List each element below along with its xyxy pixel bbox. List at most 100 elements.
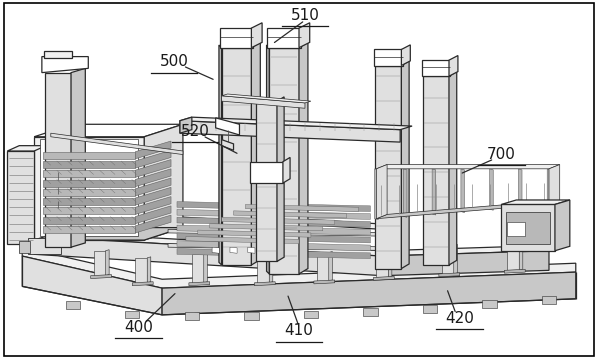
Polygon shape [432,169,436,215]
Polygon shape [132,282,153,286]
Polygon shape [257,254,269,283]
Polygon shape [135,141,171,159]
Polygon shape [404,169,407,218]
Polygon shape [376,249,388,278]
Polygon shape [507,242,519,270]
Polygon shape [71,68,86,247]
Polygon shape [43,207,135,214]
Polygon shape [135,150,171,168]
Polygon shape [519,241,523,270]
Polygon shape [269,48,299,274]
Polygon shape [185,312,199,320]
Polygon shape [454,244,457,274]
Polygon shape [177,217,370,227]
Text: 410: 410 [285,323,313,339]
Polygon shape [43,180,135,187]
Polygon shape [251,42,260,265]
Polygon shape [277,97,284,261]
Polygon shape [135,258,147,283]
Polygon shape [34,202,382,229]
Polygon shape [177,241,370,251]
Polygon shape [168,229,376,236]
Polygon shape [283,157,290,183]
Polygon shape [507,222,525,237]
Text: 400: 400 [124,320,152,335]
Polygon shape [216,118,239,135]
Polygon shape [19,241,30,252]
Polygon shape [504,269,525,273]
Polygon shape [314,280,335,284]
Polygon shape [177,225,370,235]
Polygon shape [299,23,310,48]
Polygon shape [43,216,135,224]
Polygon shape [135,197,171,214]
Polygon shape [7,146,46,151]
Polygon shape [22,256,162,315]
Polygon shape [382,246,549,256]
Polygon shape [210,224,323,231]
Polygon shape [43,226,135,233]
Polygon shape [267,45,269,274]
Polygon shape [423,305,437,313]
Polygon shape [401,61,409,269]
Polygon shape [230,247,237,253]
Polygon shape [198,230,311,237]
Polygon shape [501,200,570,204]
Polygon shape [376,164,387,219]
Polygon shape [439,273,460,277]
Polygon shape [501,204,555,251]
Polygon shape [180,117,192,133]
Polygon shape [22,247,576,288]
Polygon shape [422,60,450,76]
Polygon shape [42,57,89,73]
Polygon shape [40,139,138,237]
Polygon shape [363,308,377,316]
Polygon shape [186,237,299,244]
Polygon shape [549,164,560,204]
Polygon shape [255,101,277,261]
Polygon shape [222,96,305,108]
Polygon shape [45,73,71,247]
Polygon shape [245,204,359,211]
Polygon shape [329,251,332,281]
Polygon shape [135,206,171,224]
Polygon shape [177,202,370,211]
Text: 500: 500 [160,55,188,69]
Polygon shape [91,275,111,279]
Polygon shape [506,211,550,244]
Polygon shape [222,217,335,224]
Polygon shape [135,178,171,196]
Polygon shape [177,248,370,258]
Polygon shape [483,300,496,308]
Polygon shape [144,124,183,240]
Polygon shape [44,51,72,59]
Polygon shape [7,151,34,244]
Polygon shape [177,209,370,219]
Polygon shape [254,282,275,286]
Polygon shape [168,244,376,250]
Polygon shape [135,215,171,233]
Polygon shape [374,50,402,65]
Polygon shape [251,23,262,48]
Polygon shape [212,247,219,253]
Polygon shape [125,311,139,318]
Polygon shape [219,45,222,265]
Polygon shape [94,251,106,276]
Polygon shape [43,189,135,196]
Polygon shape [374,169,378,220]
Polygon shape [162,272,576,315]
Polygon shape [28,238,61,254]
Polygon shape [317,252,329,281]
Polygon shape [304,311,318,318]
Polygon shape [34,137,144,240]
Polygon shape [269,253,273,283]
Polygon shape [204,253,208,283]
Polygon shape [180,117,412,130]
Polygon shape [43,161,135,168]
Text: 700: 700 [487,147,516,162]
Polygon shape [51,133,183,155]
Polygon shape [34,124,183,137]
Polygon shape [34,228,183,240]
Polygon shape [234,211,347,218]
Text: 420: 420 [446,311,474,326]
